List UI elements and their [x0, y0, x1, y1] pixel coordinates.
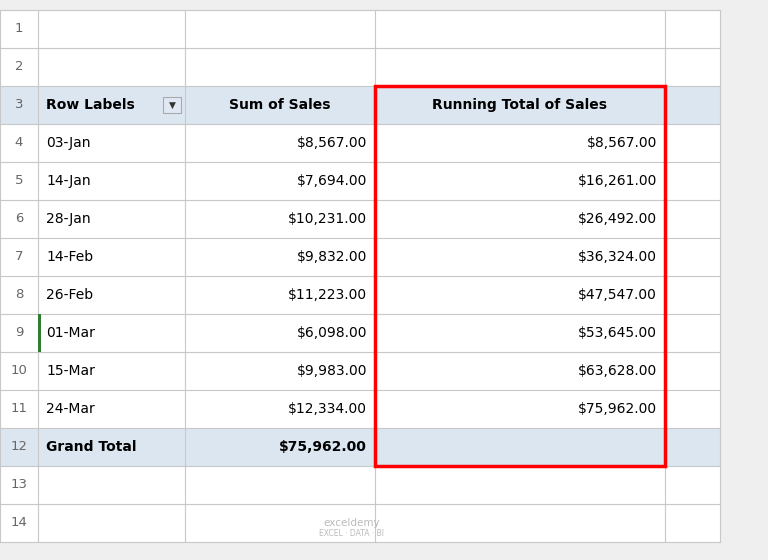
Text: $9,832.00: $9,832.00 — [296, 250, 367, 264]
Text: $75,962.00: $75,962.00 — [279, 440, 367, 454]
Bar — [0, 352, 720, 390]
Text: exceldemy: exceldemy — [323, 518, 380, 528]
Bar — [375, 86, 665, 466]
Text: 10: 10 — [11, 365, 28, 377]
Text: 12: 12 — [11, 441, 28, 454]
Text: $26,492.00: $26,492.00 — [578, 212, 657, 226]
Bar — [0, 276, 720, 314]
Text: 1: 1 — [15, 22, 23, 35]
Text: 9: 9 — [15, 326, 23, 339]
Bar — [0, 390, 720, 428]
Text: 13: 13 — [11, 478, 28, 492]
Bar — [0, 124, 720, 162]
Text: $9,983.00: $9,983.00 — [296, 364, 367, 378]
Bar — [0, 504, 720, 542]
Text: 28-Jan: 28-Jan — [46, 212, 91, 226]
Text: Sum of Sales: Sum of Sales — [230, 98, 331, 112]
Text: $6,098.00: $6,098.00 — [296, 326, 367, 340]
Text: 2: 2 — [15, 60, 23, 73]
Text: 15-Mar: 15-Mar — [46, 364, 95, 378]
Bar — [0, 238, 720, 276]
Bar — [0, 86, 720, 124]
Text: EXCEL · DATA · BI: EXCEL · DATA · BI — [319, 530, 384, 539]
Text: $53,645.00: $53,645.00 — [578, 326, 657, 340]
Text: 24-Mar: 24-Mar — [46, 402, 94, 416]
Text: 03-Jan: 03-Jan — [46, 136, 91, 150]
Text: $11,223.00: $11,223.00 — [288, 288, 367, 302]
Text: 01-Mar: 01-Mar — [46, 326, 95, 340]
Text: Row Labels: Row Labels — [46, 98, 134, 112]
Text: 5: 5 — [15, 175, 23, 188]
Bar — [38, 314, 41, 352]
Bar — [0, 162, 720, 200]
Text: 4: 4 — [15, 137, 23, 150]
Bar — [163, 97, 181, 113]
Text: 7: 7 — [15, 250, 23, 264]
Text: $8,567.00: $8,567.00 — [587, 136, 657, 150]
Text: $63,628.00: $63,628.00 — [578, 364, 657, 378]
Bar — [0, 200, 720, 238]
Text: $12,334.00: $12,334.00 — [288, 402, 367, 416]
Text: $7,694.00: $7,694.00 — [296, 174, 367, 188]
Text: $75,962.00: $75,962.00 — [578, 402, 657, 416]
Text: ▼: ▼ — [168, 100, 175, 110]
Text: Running Total of Sales: Running Total of Sales — [432, 98, 607, 112]
Text: 3: 3 — [15, 99, 23, 111]
Bar — [0, 466, 720, 504]
Text: 8: 8 — [15, 288, 23, 301]
Text: $16,261.00: $16,261.00 — [578, 174, 657, 188]
Bar — [0, 48, 720, 86]
Bar — [0, 314, 720, 352]
Text: 26-Feb: 26-Feb — [46, 288, 93, 302]
Text: $8,567.00: $8,567.00 — [296, 136, 367, 150]
Text: 11: 11 — [11, 403, 28, 416]
Text: 14-Jan: 14-Jan — [46, 174, 91, 188]
Text: Grand Total: Grand Total — [46, 440, 137, 454]
Bar — [0, 428, 720, 466]
Text: 14-Feb: 14-Feb — [46, 250, 93, 264]
Text: $36,324.00: $36,324.00 — [578, 250, 657, 264]
Bar — [0, 10, 720, 48]
Text: 6: 6 — [15, 212, 23, 226]
Text: 14: 14 — [11, 516, 28, 530]
Text: $10,231.00: $10,231.00 — [288, 212, 367, 226]
Text: $47,547.00: $47,547.00 — [578, 288, 657, 302]
